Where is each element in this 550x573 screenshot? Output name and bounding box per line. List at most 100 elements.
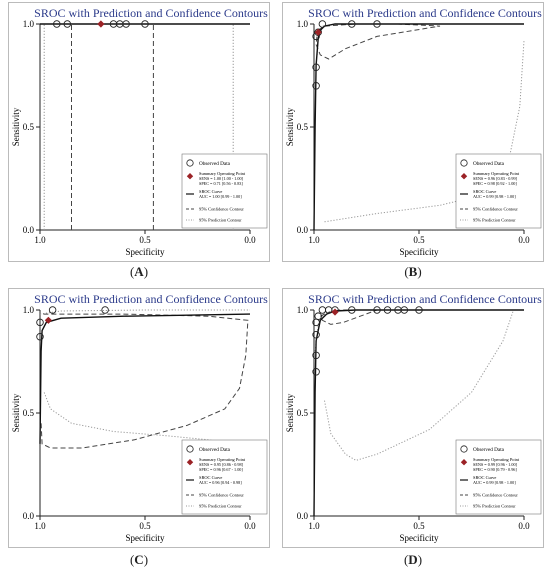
observed-data-point [373,20,381,28]
sroc-curve-line [313,309,524,517]
observed-data-point [312,351,320,360]
panel-d: SROC with Prediction and Confidence Cont… [282,288,544,548]
y-tick-label: 0.0 [297,511,309,521]
legend-pred-label: 95% Prediction Contour [199,218,242,223]
x-axis-label: Specificity [400,533,439,543]
y-tick-label: 1.0 [297,19,309,29]
legend-box [455,439,542,515]
observed-data-point [101,306,109,314]
observed-data-point [63,20,72,28]
x-tick-label: 1.0 [308,235,320,245]
observed-data-point [312,63,320,72]
legend-summary-marker [186,459,194,466]
observed-data-point [415,306,423,314]
legend-sroc-auc: AUC = 0.99 [0.98 - 1.00] [473,194,516,199]
panel-border [282,288,544,548]
confidence-contour-line [315,23,441,60]
legend-sroc-label: SROC Curve [473,475,496,480]
legend-summary-sens: SENS = 0.96 [0.83 - 0.99] [473,176,518,181]
observed-data-point [312,82,320,90]
legend-summary-label: Summary Operating Point [473,457,520,462]
sroc-chart-c: SROC with Prediction and Confidence Cont… [8,288,270,548]
observed-data-point [141,20,149,28]
legend-conf-label: 95% Confidence Contour [199,207,244,212]
observed-data-point [400,306,409,314]
summary-operating-point [331,308,339,316]
y-axis-label: Sensitivity [11,107,21,146]
chart-title: SROC with Prediction and Confidence Cont… [34,6,268,20]
chart-title: SROC with Prediction and Confidence Cont… [308,6,542,20]
y-tick-label: 1.0 [23,19,35,29]
caption-a-letter: A [134,264,144,279]
legend-summary-label: Summary Operating Point [199,171,246,176]
x-tick-label: 0.5 [413,235,425,245]
observed-data-point [312,368,320,376]
caption-d-letter: D [408,552,418,567]
legend-summary-sens: SENS = 1.00 [1.00 - 1.00] [199,176,244,181]
legend-summary-marker [460,459,468,466]
legend-observed-label: Observed Data [199,447,231,453]
caption-b-letter: B [408,264,418,279]
x-tick-label: 1.0 [34,235,46,245]
legend-box [181,439,268,515]
y-tick-label: 0.0 [23,225,35,235]
y-tick-label: 0.5 [297,408,309,418]
legend-sroc-auc: AUC = 0.96 [0.94 - 0.98] [199,480,242,485]
panel-b: SROC with Prediction and Confidence Cont… [282,2,544,262]
x-tick-label: 0.0 [244,521,256,531]
legend-summary-marker [460,173,468,180]
y-tick-label: 0.0 [297,225,309,235]
legend-conf-label: 95% Confidence Contour [473,207,518,212]
legend-conf-label: 95% Confidence Contour [473,493,518,498]
legend-sroc-label: SROC Curve [473,189,496,194]
observed-data-point [36,333,44,341]
legend-observed-marker [186,159,194,167]
caption-a: (A) [129,264,149,279]
sroc-chart-b: SROC with Prediction and Confidence Cont… [282,2,544,262]
legend-box [181,153,268,229]
legend-observed-label: Observed Data [199,161,231,167]
confidence-contour-line [319,309,378,325]
x-tick-label: 1.0 [308,521,320,531]
caption-d: (D) [403,552,423,567]
legend-summary-label: Summary Operating Point [473,171,520,176]
x-tick-label: 0.0 [518,521,530,531]
observed-data-point [48,306,57,314]
legend-summary-spec: SPEC = 0.96 [0.67 - 1.00] [199,467,243,472]
legend-summary-marker [186,173,194,180]
legend-observed-label: Observed Data [473,447,505,453]
caption-c-letter: C [134,552,144,567]
y-tick-label: 0.5 [23,122,35,132]
x-tick-label: 0.5 [139,521,151,531]
legend-summary-label: Summary Operating Point [199,457,246,462]
summary-operating-point [97,20,105,28]
sroc-chart-a: SROC with Prediction and Confidence Cont… [8,2,270,262]
chart-title: SROC with Prediction and Confidence Cont… [308,292,542,306]
observed-data-point [348,20,356,28]
panel-border [8,2,270,262]
observed-data-point [373,306,381,314]
y-tick-label: 0.5 [23,408,35,418]
x-tick-label: 0.5 [139,235,151,245]
legend-box [455,153,542,229]
y-tick-label: 0.0 [23,511,35,521]
y-axis-label: Sensitivity [285,393,295,432]
y-tick-label: 1.0 [23,305,35,315]
panel-a: SROC with Prediction and Confidence Cont… [8,2,270,262]
legend-summary-spec: SPEC = 0.71 [0.56 - 0.83] [199,181,243,186]
confidence-contour-line [71,24,154,230]
observed-data-point [318,306,327,314]
y-axis-label: Sensitivity [285,107,295,146]
legend-sroc-label: SROC Curve [199,475,222,480]
observed-data-point [53,20,61,28]
y-tick-label: 1.0 [297,305,309,315]
x-axis-label: Specificity [126,533,165,543]
legend-summary-spec: SPEC = 0.90 [0.79 - 0.96] [473,467,517,472]
x-tick-label: 0.0 [518,235,530,245]
prediction-contour-line [39,309,251,447]
legend-observed-marker [186,445,194,453]
observed-data-point [36,318,44,327]
observed-data-point [383,306,392,314]
panel-border [282,2,544,262]
confidence-contour-line [40,313,249,449]
